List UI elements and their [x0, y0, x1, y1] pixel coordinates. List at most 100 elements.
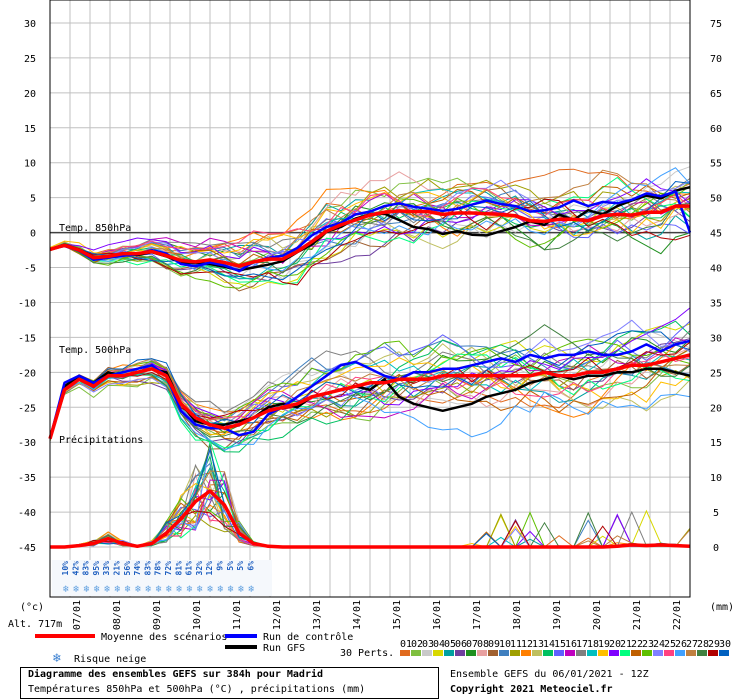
pert-legend-id: 13 [532, 639, 544, 650]
pert-legend-swatch [675, 650, 685, 656]
pert-t500-line [49, 343, 691, 441]
x-day-label: 17/01 [472, 600, 483, 630]
right-tick-label: 75 [710, 19, 722, 30]
snowflake-icon: ❄ [187, 584, 194, 595]
pert-legend-id: 08 [477, 639, 489, 650]
snowflake-icon: ❄ [197, 584, 204, 595]
plot-frame [49, 0, 691, 598]
x-day-label: 16/01 [432, 600, 443, 630]
x-day-label: 09/01 [152, 600, 163, 630]
left-tick-label: 15 [24, 124, 36, 135]
snowflake-icon: ❄ [104, 584, 111, 595]
snowflake-icon: ❄ [176, 584, 183, 595]
pert-legend-id: 17 [576, 639, 588, 650]
pert-legend-swatch [433, 650, 443, 656]
right-tick-label: 0 [713, 543, 719, 554]
pert-legend-id: 29 [708, 639, 720, 650]
pert-legend-swatch [543, 650, 553, 656]
x-day-label: 07/01 [72, 600, 83, 630]
pert-legend-id: 19 [598, 639, 610, 650]
pert-legend-swatch [686, 650, 696, 656]
x-day-label: 14/01 [352, 600, 363, 630]
snow-risk-pct: 72% [164, 561, 173, 576]
altitude-label: Alt. 717m [8, 619, 62, 630]
pert-legend-swatch [653, 650, 663, 656]
mean-t500-line [48, 353, 691, 440]
x-day-label: 08/01 [112, 600, 123, 630]
pert-legend-id: 07 [466, 639, 478, 650]
x-day-label: 18/01 [512, 600, 523, 630]
snowflake-icon: ❄ [135, 584, 142, 595]
snowflake-icon: ❄ [94, 584, 101, 595]
pert-t500-line [49, 357, 691, 441]
pert-legend-swatch [488, 650, 498, 656]
pert-t500-line [49, 319, 691, 439]
snow-risk-pct: 5% [236, 561, 245, 571]
right-tick-label: 45 [710, 229, 722, 240]
snowflake-icon: ❄ [207, 584, 214, 595]
x-day-label: 19/01 [552, 600, 563, 630]
pert-t850-line [49, 178, 691, 263]
pert-legend-id: 21 [620, 639, 632, 650]
snowflake-icon: ❄ [63, 584, 70, 595]
snow-risk-pct: 83% [143, 561, 152, 576]
left-tick-label: 20 [24, 89, 36, 100]
right-tick-label: 60 [710, 124, 722, 135]
pert-legend-id: 06 [455, 639, 467, 650]
pert-legend-swatch [499, 650, 509, 656]
left-tick-label: -45 [18, 543, 36, 554]
snow-risk-pct: 10% [61, 561, 70, 576]
pert-legend-id: 12 [521, 639, 533, 650]
pert-t500-line [49, 307, 691, 438]
x-day-label: 22/01 [672, 600, 683, 630]
pert-legend-id: 22 [631, 639, 643, 650]
snow-risk-pct: 5% [226, 561, 235, 571]
left-tick-label: 25 [24, 54, 36, 65]
left-tick-label: 0 [30, 229, 36, 240]
pert-t850-line [49, 198, 691, 286]
snow-risk-pct: 6% [246, 561, 255, 571]
snow-risk-pct: 78% [154, 561, 163, 576]
pert-legend-id: 20 [609, 639, 621, 650]
right-tick-label: 10 [710, 473, 722, 484]
copyright: Copyright 2021 Meteociel.fr [450, 684, 613, 695]
pert-legend-id: 18 [587, 639, 599, 650]
snow-risk-pct: 83% [82, 561, 91, 576]
pert-legend-id: 14 [543, 639, 555, 650]
x-day-label: 15/01 [392, 600, 403, 630]
pert-legend-swatch [477, 650, 487, 656]
snowflake-icon: ❄ [73, 584, 80, 595]
pert-t500-line [49, 330, 691, 437]
snow-risk-pct: 33% [102, 561, 111, 576]
pert-legend-id: 15 [554, 639, 566, 650]
snowflake-icon: ❄ [166, 584, 173, 595]
legend-snow-label: Risque neige [74, 654, 146, 665]
chart-title: Diagramme des ensembles GEFS sur 384h po… [28, 669, 324, 680]
pert-t850-line [49, 188, 691, 255]
left-tick-label: 5 [30, 194, 36, 205]
snowflake-icon: ❄ [248, 584, 255, 595]
x-day-label: 12/01 [272, 600, 283, 630]
label-t850: Temp. 850hPa [59, 223, 131, 234]
left-tick-label: -35 [18, 473, 36, 484]
right-tick-label: 15 [710, 438, 722, 449]
left-tick-label: 10 [24, 159, 36, 170]
pert-legend-id: 02 [411, 639, 423, 650]
pert-t500-line [49, 330, 691, 442]
label-t500: Temp. 500hPa [59, 345, 131, 356]
right-tick-label: 70 [710, 54, 722, 65]
snow-risk-row: 10%❄42%❄83%❄95%❄33%❄21%❄56%❄74%❄83%❄78%❄… [52, 560, 272, 596]
pert-t850-line [49, 202, 691, 275]
x-axis-day-labels: 07/01 08/01 09/01 10/01 11/01 12/01 13/01 14/01… [72, 600, 683, 630]
snowflake-icon: ❄ [115, 584, 122, 595]
pert-legend-id: 10 [499, 639, 511, 650]
run-info: Ensemble GEFS du 06/01/2021 - 12Z [450, 669, 649, 680]
title-box [20, 667, 439, 699]
snow-risk-pct: 95% [92, 561, 101, 576]
x-day-label: 10/01 [192, 600, 203, 630]
pert-legend-id: 09 [488, 639, 500, 650]
right-axis-unit: (mm) [710, 602, 734, 613]
pert-t850-line [49, 187, 691, 260]
